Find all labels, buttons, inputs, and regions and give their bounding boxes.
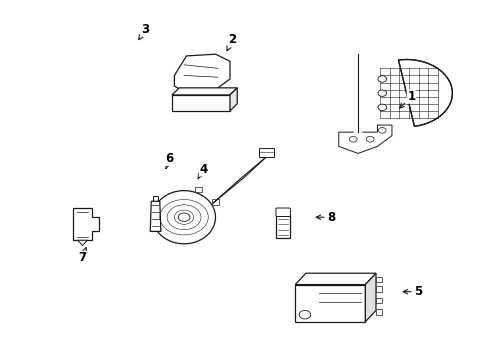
Polygon shape: [77, 212, 88, 237]
Polygon shape: [172, 95, 229, 111]
Polygon shape: [275, 215, 290, 238]
Bar: [259, 148, 273, 157]
Circle shape: [377, 104, 386, 111]
Circle shape: [299, 310, 310, 319]
Bar: [375, 277, 381, 283]
Circle shape: [366, 136, 373, 142]
FancyBboxPatch shape: [275, 208, 290, 216]
Bar: [375, 309, 381, 315]
Text: 1: 1: [399, 90, 414, 108]
Polygon shape: [365, 273, 375, 322]
Text: 8: 8: [316, 211, 335, 224]
Circle shape: [377, 90, 386, 96]
Polygon shape: [174, 54, 229, 93]
Text: 2: 2: [226, 33, 236, 51]
Text: 4: 4: [198, 163, 207, 179]
Text: 3: 3: [139, 23, 149, 40]
Polygon shape: [338, 125, 391, 153]
Text: 7: 7: [78, 248, 86, 265]
Bar: [375, 298, 381, 303]
Polygon shape: [229, 88, 237, 111]
Circle shape: [377, 76, 386, 82]
Circle shape: [178, 213, 189, 221]
Polygon shape: [295, 284, 365, 322]
Polygon shape: [73, 208, 99, 240]
Text: 6: 6: [165, 152, 173, 168]
Text: 5: 5: [403, 285, 422, 298]
Bar: [375, 286, 381, 292]
Polygon shape: [172, 88, 237, 95]
Circle shape: [378, 127, 386, 133]
Polygon shape: [398, 59, 451, 126]
Bar: [194, 187, 202, 193]
Polygon shape: [78, 240, 87, 246]
Bar: [211, 199, 219, 205]
Circle shape: [349, 136, 356, 142]
Polygon shape: [295, 273, 375, 284]
Polygon shape: [150, 201, 161, 231]
Polygon shape: [152, 191, 215, 244]
